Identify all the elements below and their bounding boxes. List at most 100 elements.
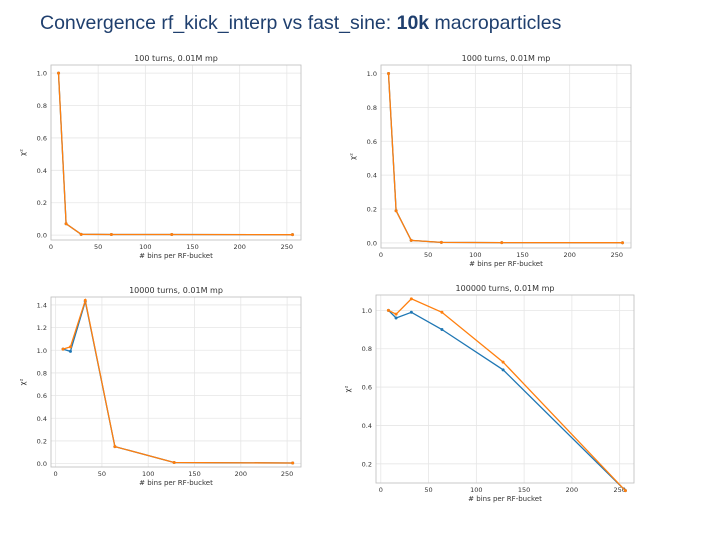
series-point-1 [439,240,443,244]
x-axis-label: # bins per RF-bucket [139,479,213,487]
plot-frame [50,64,302,241]
y-tick-label: 0.6 [37,134,47,142]
y-tick-label: 0.8 [367,104,377,112]
x-tick-label: 100 [470,486,482,494]
chart-title: 1000 turns, 0.01M mp [462,54,551,63]
series-point-0 [440,328,444,332]
x-tick-label: 200 [235,470,247,478]
y-tick-label: 0.4 [367,172,377,180]
x-tick-label: 0 [49,243,53,251]
series-point-1 [409,238,413,242]
y-tick-label: 1.0 [37,70,47,78]
x-tick-label: 100 [469,251,481,259]
y-tick-label: 1.0 [367,70,377,78]
slide-title: Convergence rf_kick_interp vs fast_sine:… [40,12,561,35]
y-axis-label: χ² [344,385,352,392]
x-tick-label: 50 [94,243,102,251]
y-tick-label: 0.4 [362,422,372,430]
x-axis-label: # bins per RF-bucket [468,495,542,503]
chart-title: 100000 turns, 0.01M mp [456,284,555,293]
y-tick-label: 0.6 [362,384,372,392]
y-tick-label: 0.4 [37,415,47,423]
x-tick-label: 50 [98,470,106,478]
y-axis-label: χ² [349,153,357,160]
y-tick-label: 0.2 [367,206,377,214]
series-point-1 [440,310,444,314]
series-point-1 [500,241,504,245]
chart-1000-turns: 1000 turns, 0.01M mp 0 50 100 150 200 250 0.0 0.… [349,54,632,268]
x-tick-label: 200 [563,251,575,259]
y-tick-label: 0.4 [37,167,47,175]
chart-10000-turns: 10000 turns, 0.01M mp 0 50 100 150 200 250 0.0 0… [19,286,302,487]
x-tick-label: 0 [379,486,383,494]
y-tick-label: 1.4 [37,301,47,309]
x-axis-label: # bins per RF-bucket [469,260,543,268]
y-tick-label: 0.2 [37,437,47,445]
series-point-1 [291,461,295,465]
series-point-1 [621,241,625,245]
series-point-0 [409,310,413,314]
x-tick-label: 0 [54,470,58,478]
slide-title-bold: 10k [396,12,430,34]
y-axis-label: χ² [19,378,27,385]
series-point-1 [501,360,505,364]
series-point-1 [409,297,413,301]
series-point-1 [113,445,117,449]
x-tick-label: 250 [281,243,293,251]
series-line-1 [388,298,626,492]
series-point-1 [172,460,176,464]
series-point-1 [68,345,72,349]
chart-title: 10000 turns, 0.01M mp [129,286,223,295]
series-point-1 [623,489,627,493]
chart-100-turns: 100 turns, 0.01M mp 0 50 100 150 200 250 0.0 0.2… [19,54,302,260]
chart-100000-turns: 100000 turns, 0.01M mp 0 50 100 150 200 250 0.2… [344,284,635,503]
series-point-0 [68,349,72,353]
x-axis-label: # bins per RF-bucket [139,252,213,260]
series-point-0 [394,316,398,320]
y-tick-label: 0.0 [367,239,377,247]
x-tick-label: 200 [233,243,245,251]
y-tick-label: 0.8 [362,345,372,353]
x-tick-label: 100 [139,243,151,251]
y-tick-label: 0.8 [37,369,47,377]
y-tick-label: 0.6 [367,138,377,146]
y-tick-label: 1.0 [37,347,47,355]
series-point-1 [57,71,61,75]
series-line-0 [57,73,293,236]
x-tick-label: 150 [516,251,528,259]
slide-title-prefix: Convergence rf_kick_interp vs fast_sine: [40,12,397,34]
plot-frame [375,294,635,484]
x-tick-label: 150 [186,243,198,251]
x-tick-label: 50 [424,251,432,259]
series-point-0 [501,368,505,372]
series-line-0 [62,301,293,464]
x-tick-label: 0 [379,251,383,259]
series-point-1 [387,71,391,75]
y-tick-label: 0.0 [37,460,47,468]
series-point-1 [64,222,68,226]
x-tick-label: 150 [188,470,200,478]
x-tick-label: 250 [613,486,625,494]
series-point-1 [291,233,295,237]
y-tick-label: 0.2 [37,199,47,207]
y-tick-label: 1.0 [362,307,372,315]
plot-frame [50,296,302,468]
y-tick-label: 0.8 [37,102,47,110]
x-tick-label: 100 [142,470,154,478]
x-tick-label: 50 [424,486,432,494]
x-tick-label: 150 [518,486,530,494]
series-point-1 [79,232,83,236]
y-tick-label: 0.0 [37,232,47,240]
series-point-1 [170,232,174,236]
series-point-1 [61,347,65,351]
x-tick-label: 250 [281,470,293,478]
series-line-0 [387,309,626,492]
series-point-1 [109,232,113,236]
series-point-1 [83,298,87,302]
series-point-1 [394,312,398,316]
y-tick-label: 1.2 [37,324,47,332]
x-tick-label: 250 [611,251,623,259]
chart-title: 100 turns, 0.01M mp [134,54,218,63]
slide-title-suffix: macroparticles [429,12,562,34]
y-axis-label: χ² [19,149,27,156]
